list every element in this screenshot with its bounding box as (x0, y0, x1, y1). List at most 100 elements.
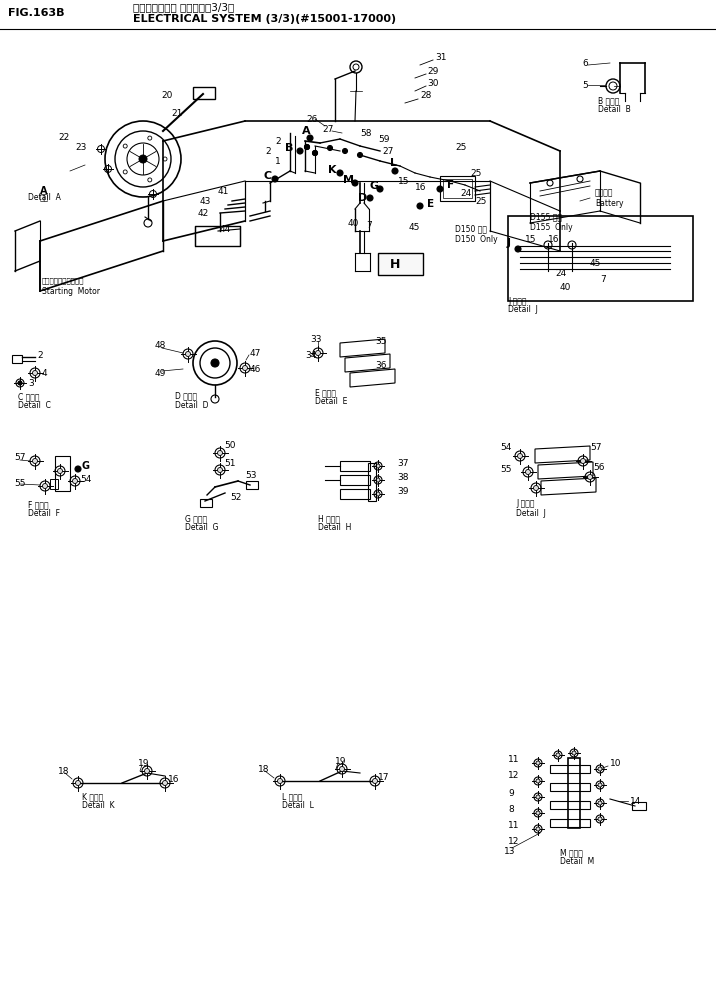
Circle shape (185, 352, 190, 357)
Text: 24: 24 (555, 269, 566, 277)
Bar (632, 802, 646, 810)
Text: 50: 50 (224, 442, 236, 451)
Circle shape (272, 176, 278, 182)
Text: 25: 25 (475, 196, 486, 205)
Text: B: B (285, 143, 294, 153)
Text: 38: 38 (397, 473, 409, 482)
Text: 39: 39 (397, 487, 409, 496)
Text: D 詳細＼: D 詳細＼ (175, 391, 197, 400)
Text: 35: 35 (375, 337, 387, 346)
Bar (440, 176, 475, 201)
Text: 44: 44 (220, 225, 231, 234)
Circle shape (72, 479, 77, 484)
Text: 19: 19 (335, 756, 347, 765)
Text: J 詳細＼: J 詳細＼ (508, 296, 526, 305)
Text: 11: 11 (508, 754, 520, 763)
Bar (12, 355, 22, 363)
Text: 10: 10 (610, 758, 621, 767)
Text: ELECTRICAL SYSTEM (3/3)(#15001-17000): ELECTRICAL SYSTEM (3/3)(#15001-17000) (133, 14, 396, 24)
Circle shape (32, 371, 37, 376)
Circle shape (515, 246, 521, 252)
Text: L: L (390, 158, 397, 168)
Text: バッテリ: バッテリ (595, 188, 614, 197)
Circle shape (18, 381, 22, 385)
Text: 23: 23 (75, 144, 87, 153)
Text: 7: 7 (366, 221, 372, 230)
Text: 43: 43 (200, 196, 211, 205)
Circle shape (581, 459, 586, 464)
Text: Detail  K: Detail K (82, 802, 115, 811)
Text: 12: 12 (508, 836, 519, 845)
Text: A: A (302, 126, 311, 136)
Text: F 詳細＼: F 詳細＼ (28, 500, 49, 509)
Circle shape (42, 484, 47, 489)
Text: Detail  F: Detail F (28, 509, 60, 518)
Text: M 詳細＼: M 詳細＼ (560, 848, 583, 857)
Text: 42: 42 (198, 208, 209, 217)
Circle shape (376, 464, 380, 468)
Bar (550, 801, 590, 809)
Circle shape (18, 381, 22, 385)
Circle shape (572, 751, 576, 755)
Bar (443, 179, 472, 198)
Bar (340, 461, 370, 471)
Text: 31: 31 (435, 53, 447, 61)
Text: 46: 46 (250, 365, 261, 374)
Text: C 詳細＼: C 詳細＼ (18, 392, 39, 401)
Text: D155  Only: D155 Only (530, 223, 573, 232)
Text: 4: 4 (42, 369, 48, 378)
Circle shape (243, 366, 248, 371)
Text: E 詳細＼: E 詳細＼ (315, 388, 336, 397)
Circle shape (437, 186, 443, 192)
Text: 27: 27 (382, 147, 393, 156)
Bar (55, 456, 70, 491)
Circle shape (337, 170, 343, 176)
Text: 6: 6 (582, 58, 588, 67)
Circle shape (518, 454, 523, 459)
Bar (378, 253, 423, 275)
Circle shape (392, 168, 398, 174)
Text: 56: 56 (593, 463, 604, 472)
Text: 30: 30 (427, 78, 438, 87)
Text: 14: 14 (630, 797, 642, 806)
Circle shape (75, 466, 81, 472)
Text: 37: 37 (397, 459, 409, 468)
Circle shape (75, 781, 80, 786)
Text: 20: 20 (161, 91, 173, 100)
Text: 27: 27 (322, 125, 334, 134)
Bar (340, 475, 370, 485)
Text: F: F (447, 180, 454, 190)
Circle shape (536, 827, 540, 831)
Text: K: K (328, 165, 337, 175)
Text: G: G (370, 181, 379, 191)
Circle shape (526, 470, 531, 475)
Text: 21: 21 (171, 108, 183, 118)
Text: 8: 8 (508, 805, 514, 814)
Circle shape (312, 151, 317, 156)
Text: 2: 2 (275, 137, 281, 146)
Circle shape (536, 779, 540, 783)
Text: 51: 51 (224, 460, 236, 469)
Text: 55: 55 (500, 465, 511, 474)
Circle shape (598, 783, 602, 787)
Text: 52: 52 (230, 494, 241, 502)
Circle shape (367, 195, 373, 201)
Text: 22: 22 (58, 134, 69, 143)
Text: 40: 40 (348, 218, 359, 228)
Circle shape (536, 795, 540, 799)
Text: 11: 11 (508, 821, 520, 829)
Text: K 詳細＼: K 詳細＼ (82, 793, 103, 802)
Text: 詳細: 詳細 (40, 193, 49, 202)
Circle shape (533, 486, 538, 491)
Text: 49: 49 (155, 369, 166, 378)
Text: 16: 16 (548, 235, 559, 244)
Bar (550, 765, 590, 773)
Circle shape (218, 451, 223, 456)
Text: Detail  M: Detail M (560, 857, 594, 866)
Text: 26: 26 (306, 115, 317, 124)
Text: 18: 18 (258, 764, 269, 774)
Text: 33: 33 (310, 335, 321, 344)
Text: 45: 45 (409, 223, 420, 232)
Circle shape (342, 149, 347, 154)
Text: Detail  C: Detail C (18, 401, 51, 410)
